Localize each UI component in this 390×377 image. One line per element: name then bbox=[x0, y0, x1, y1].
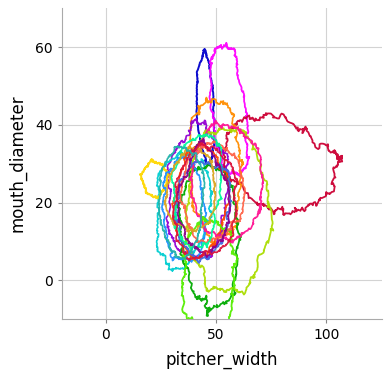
Y-axis label: mouth_diameter: mouth_diameter bbox=[8, 95, 27, 233]
X-axis label: pitcher_width: pitcher_width bbox=[165, 350, 278, 369]
